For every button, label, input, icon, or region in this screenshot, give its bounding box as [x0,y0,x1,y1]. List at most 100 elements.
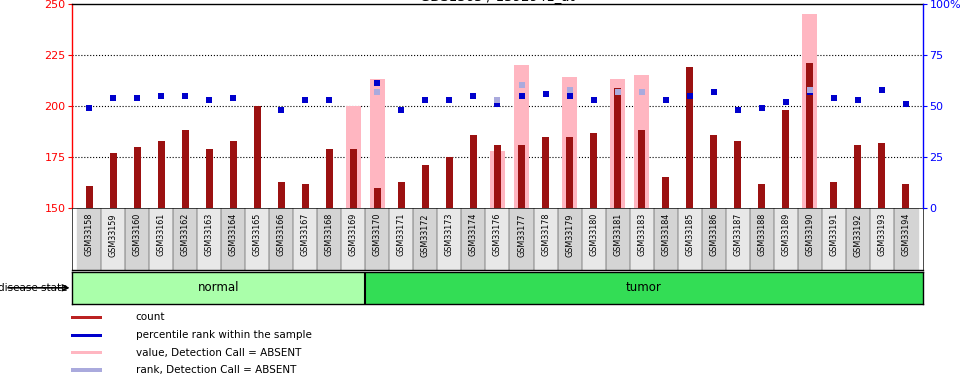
Text: GSM33171: GSM33171 [397,213,406,256]
Text: GSM33170: GSM33170 [373,213,382,256]
Bar [758,184,765,208]
Text: GSM33185: GSM33185 [685,213,695,256]
Text: GSM33176: GSM33176 [493,213,502,256]
Text: GSM33162: GSM33162 [181,213,189,256]
Bar [634,75,649,208]
Bar [446,157,453,208]
Bar [606,208,630,270]
Bar [557,208,582,270]
Text: GSM33169: GSM33169 [349,213,358,256]
Text: value, Detection Call = ABSENT: value, Detection Call = ABSENT [136,348,301,358]
FancyBboxPatch shape [71,351,102,354]
Text: GSM33160: GSM33160 [132,213,142,256]
Bar [831,182,838,208]
Text: GSM33180: GSM33180 [589,213,598,256]
Bar [734,141,741,208]
Text: GSM33177: GSM33177 [517,213,526,256]
Bar [462,208,486,270]
Bar [254,106,261,208]
Bar [686,67,693,208]
FancyBboxPatch shape [71,334,102,337]
Bar [495,145,500,208]
Text: GSM33159: GSM33159 [109,213,118,256]
Bar [173,208,197,270]
Text: GSM33163: GSM33163 [205,213,213,256]
Bar [294,208,318,270]
Text: GSM33186: GSM33186 [709,213,718,256]
Bar [677,208,701,270]
Bar [150,208,173,270]
Bar [509,208,533,270]
FancyBboxPatch shape [71,368,102,372]
Bar [614,87,621,208]
Bar [134,147,141,208]
Text: GSM33191: GSM33191 [829,213,838,256]
Bar [610,80,625,208]
Title: GDS1363 / 1392941_at: GDS1363 / 1392941_at [420,0,575,3]
Text: GSM33189: GSM33189 [781,213,790,256]
Bar [389,208,413,270]
FancyBboxPatch shape [71,316,102,319]
Bar [782,110,789,208]
Bar [878,143,885,208]
Bar [270,208,294,270]
Text: GSM33166: GSM33166 [277,213,286,256]
Bar [798,208,822,270]
Text: GSM33164: GSM33164 [229,213,238,256]
Bar [774,208,798,270]
Bar [413,208,438,270]
Text: GSM33165: GSM33165 [253,213,262,256]
Bar [365,208,389,270]
Bar [802,14,817,208]
Text: GSM33184: GSM33184 [661,213,670,256]
Bar [807,63,813,208]
Text: rank, Detection Call = ABSENT: rank, Detection Call = ABSENT [136,365,297,375]
Bar [654,208,677,270]
Text: GSM33190: GSM33190 [806,213,814,256]
Bar [86,186,93,208]
Text: GSM33188: GSM33188 [757,213,766,256]
Text: tumor: tumor [626,281,662,294]
Bar [327,149,332,208]
Text: GSM33183: GSM33183 [637,213,646,256]
Bar [490,151,505,208]
Bar [710,135,717,208]
Text: percentile rank within the sample: percentile rank within the sample [136,330,312,340]
Bar [582,208,606,270]
Bar [894,208,918,270]
Bar [725,208,750,270]
Text: GSM33161: GSM33161 [156,213,166,256]
Bar [566,136,573,208]
Bar [302,184,309,208]
Bar [346,106,361,208]
Bar [438,208,462,270]
Bar [206,149,213,208]
Bar [518,145,525,208]
Text: GSM33179: GSM33179 [565,213,574,256]
Bar [630,208,654,270]
Bar [370,80,385,208]
Bar [845,208,869,270]
Bar [341,208,365,270]
Bar [542,136,549,208]
Bar [157,141,164,208]
Bar [639,130,645,208]
Text: GSM33174: GSM33174 [469,213,478,256]
Bar [182,130,188,208]
Text: count: count [136,312,165,322]
Bar [533,208,557,270]
Text: GSM33187: GSM33187 [733,213,742,256]
Bar [350,149,356,208]
Bar [514,65,529,208]
Bar [422,165,429,208]
Bar [486,208,509,270]
Text: GSM33192: GSM33192 [853,213,863,256]
Bar [374,188,381,208]
Bar [902,184,909,208]
Text: GSM33178: GSM33178 [541,213,550,256]
Text: GSM33194: GSM33194 [901,213,910,256]
Bar [101,208,126,270]
Text: GSM33172: GSM33172 [421,213,430,256]
Bar [221,208,245,270]
Text: GSM33181: GSM33181 [613,213,622,256]
